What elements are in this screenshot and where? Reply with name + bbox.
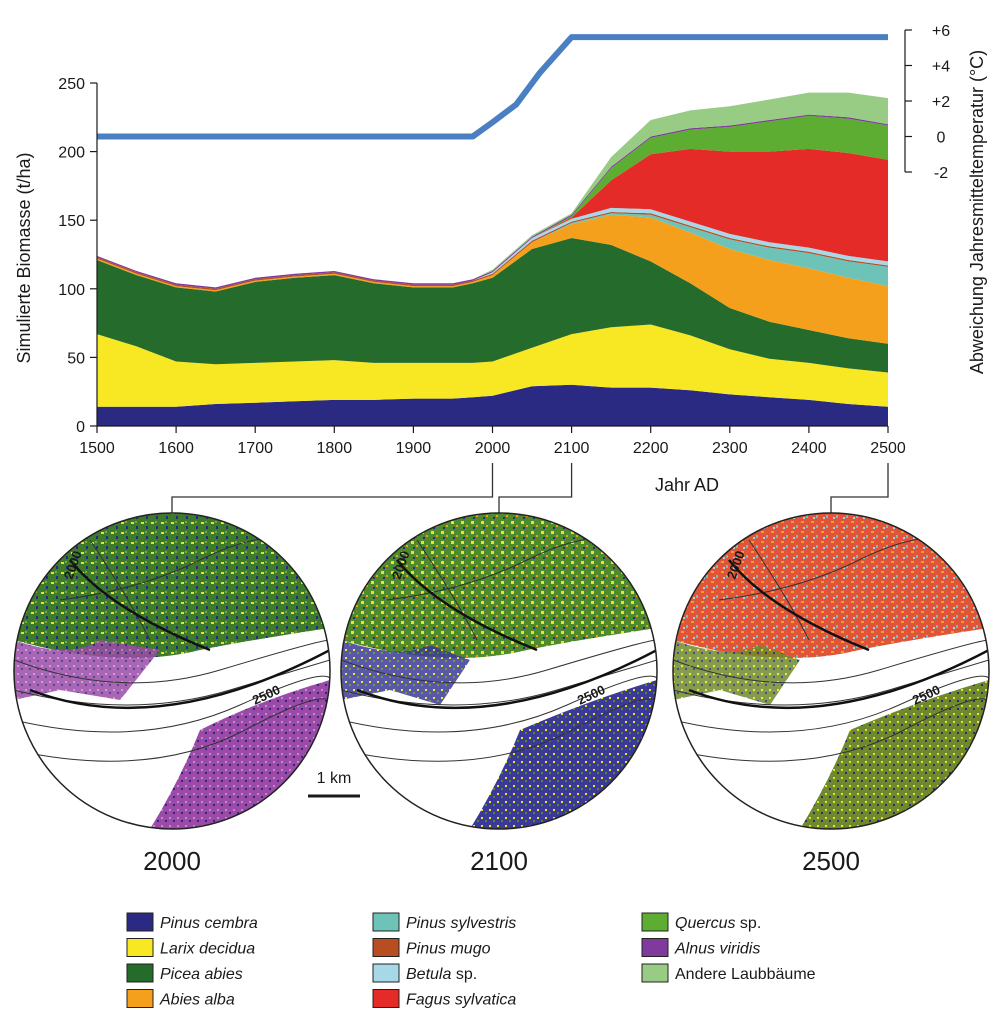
- legend-swatch: [126, 989, 154, 1008]
- area-series: [97, 238, 888, 373]
- x-tick-label: 2200: [633, 440, 669, 457]
- legend-label: Pinus mugo: [406, 941, 491, 958]
- y-axis-title: Simulierte Biomasse (t/ha): [14, 152, 34, 363]
- x-tick-label: 1700: [237, 440, 273, 457]
- y2-tick-label: +4: [932, 59, 950, 76]
- area-series: [97, 115, 888, 289]
- legend-swatch: [126, 938, 154, 957]
- y-tick-label: 0: [76, 419, 85, 436]
- temperature-layer: [97, 34, 888, 140]
- y2-axis-title: Abweichung Jahresmitteltemperatur (°C): [967, 50, 987, 374]
- map-2000: 2000 2500: [13, 512, 331, 830]
- area-series: [97, 148, 888, 289]
- area-series: [97, 212, 888, 291]
- axes-layer: 1500 1600 1700 1800 1900 2000 2100 2200 2300 2400…: [58, 23, 950, 457]
- legend-label: Larix decidua: [160, 941, 255, 958]
- x-tick-label: 1900: [396, 440, 432, 457]
- map-connector: [498, 463, 573, 513]
- y-tick-label: 50: [67, 350, 85, 367]
- legend-swatch: [641, 912, 669, 932]
- legend-swatch: [372, 989, 400, 1008]
- stacked-area-layer: [97, 92, 888, 426]
- legend-swatch: [372, 938, 400, 957]
- map-connector: [830, 463, 889, 513]
- y2-tick-label: 0: [937, 130, 946, 147]
- x-tick-label: 2000: [475, 440, 511, 457]
- legend-label: Pinus sylvestris: [406, 915, 516, 932]
- legend-swatch: [126, 912, 154, 932]
- map-connector: [171, 463, 494, 513]
- scale-bar: 1 km: [308, 770, 360, 798]
- legend-label: Betula sp.: [406, 966, 477, 983]
- map-connectors: [171, 463, 889, 513]
- map-2500: 2000 2500: [672, 512, 990, 830]
- x-tick-label: 2300: [712, 440, 748, 457]
- x-tick-label: 2400: [791, 440, 827, 457]
- map-2100: 2000 2500: [340, 512, 658, 830]
- x-axis-title: Jahr AD: [655, 475, 719, 495]
- map-year-label: 2000: [143, 846, 201, 876]
- legend-label: Alnus viridis: [674, 941, 760, 958]
- area-series: [97, 214, 888, 344]
- legend-swatch: [372, 963, 400, 983]
- y-tick-label: 250: [58, 76, 85, 93]
- map-year-label: 2100: [470, 846, 528, 876]
- y-tick-label: 200: [58, 145, 85, 162]
- legend-swatch: [372, 912, 400, 932]
- legend-label: Andere Laubbäume: [675, 966, 816, 983]
- x-tick-label: 2500: [870, 440, 906, 457]
- y-tick-label: 100: [58, 282, 85, 299]
- area-series: [97, 384, 888, 426]
- area-series: [97, 92, 888, 288]
- area-series: [97, 207, 888, 289]
- scale-bar-label: 1 km: [317, 770, 352, 787]
- y2-tick-label: +6: [932, 23, 950, 40]
- legend-swatch: [641, 938, 669, 957]
- y2-tick-label: -2: [934, 165, 948, 182]
- legend-label: Fagus sylvatica: [406, 992, 516, 1009]
- area-series: [97, 324, 888, 407]
- legend-label: Pinus cembra: [160, 915, 258, 932]
- legend-label: Quercus sp.: [675, 915, 761, 932]
- x-tick-label: 1600: [158, 440, 194, 457]
- x-tick-label: 1800: [317, 440, 353, 457]
- legend-label: Picea abies: [160, 966, 243, 983]
- y-tick-label: 150: [58, 213, 85, 230]
- legend-swatch: [641, 963, 669, 983]
- x-tick-label: 2100: [554, 440, 590, 457]
- temperature-line: [97, 34, 888, 140]
- legend-swatch: [126, 963, 154, 983]
- x-tick-label: 1500: [79, 440, 115, 457]
- map-year-label: 2500: [802, 846, 860, 876]
- legend: Pinus cembra Larix decidua Picea abies Abie…: [126, 912, 816, 1009]
- y2-tick-label: +2: [932, 94, 950, 111]
- legend-label: Abies alba: [159, 992, 235, 1009]
